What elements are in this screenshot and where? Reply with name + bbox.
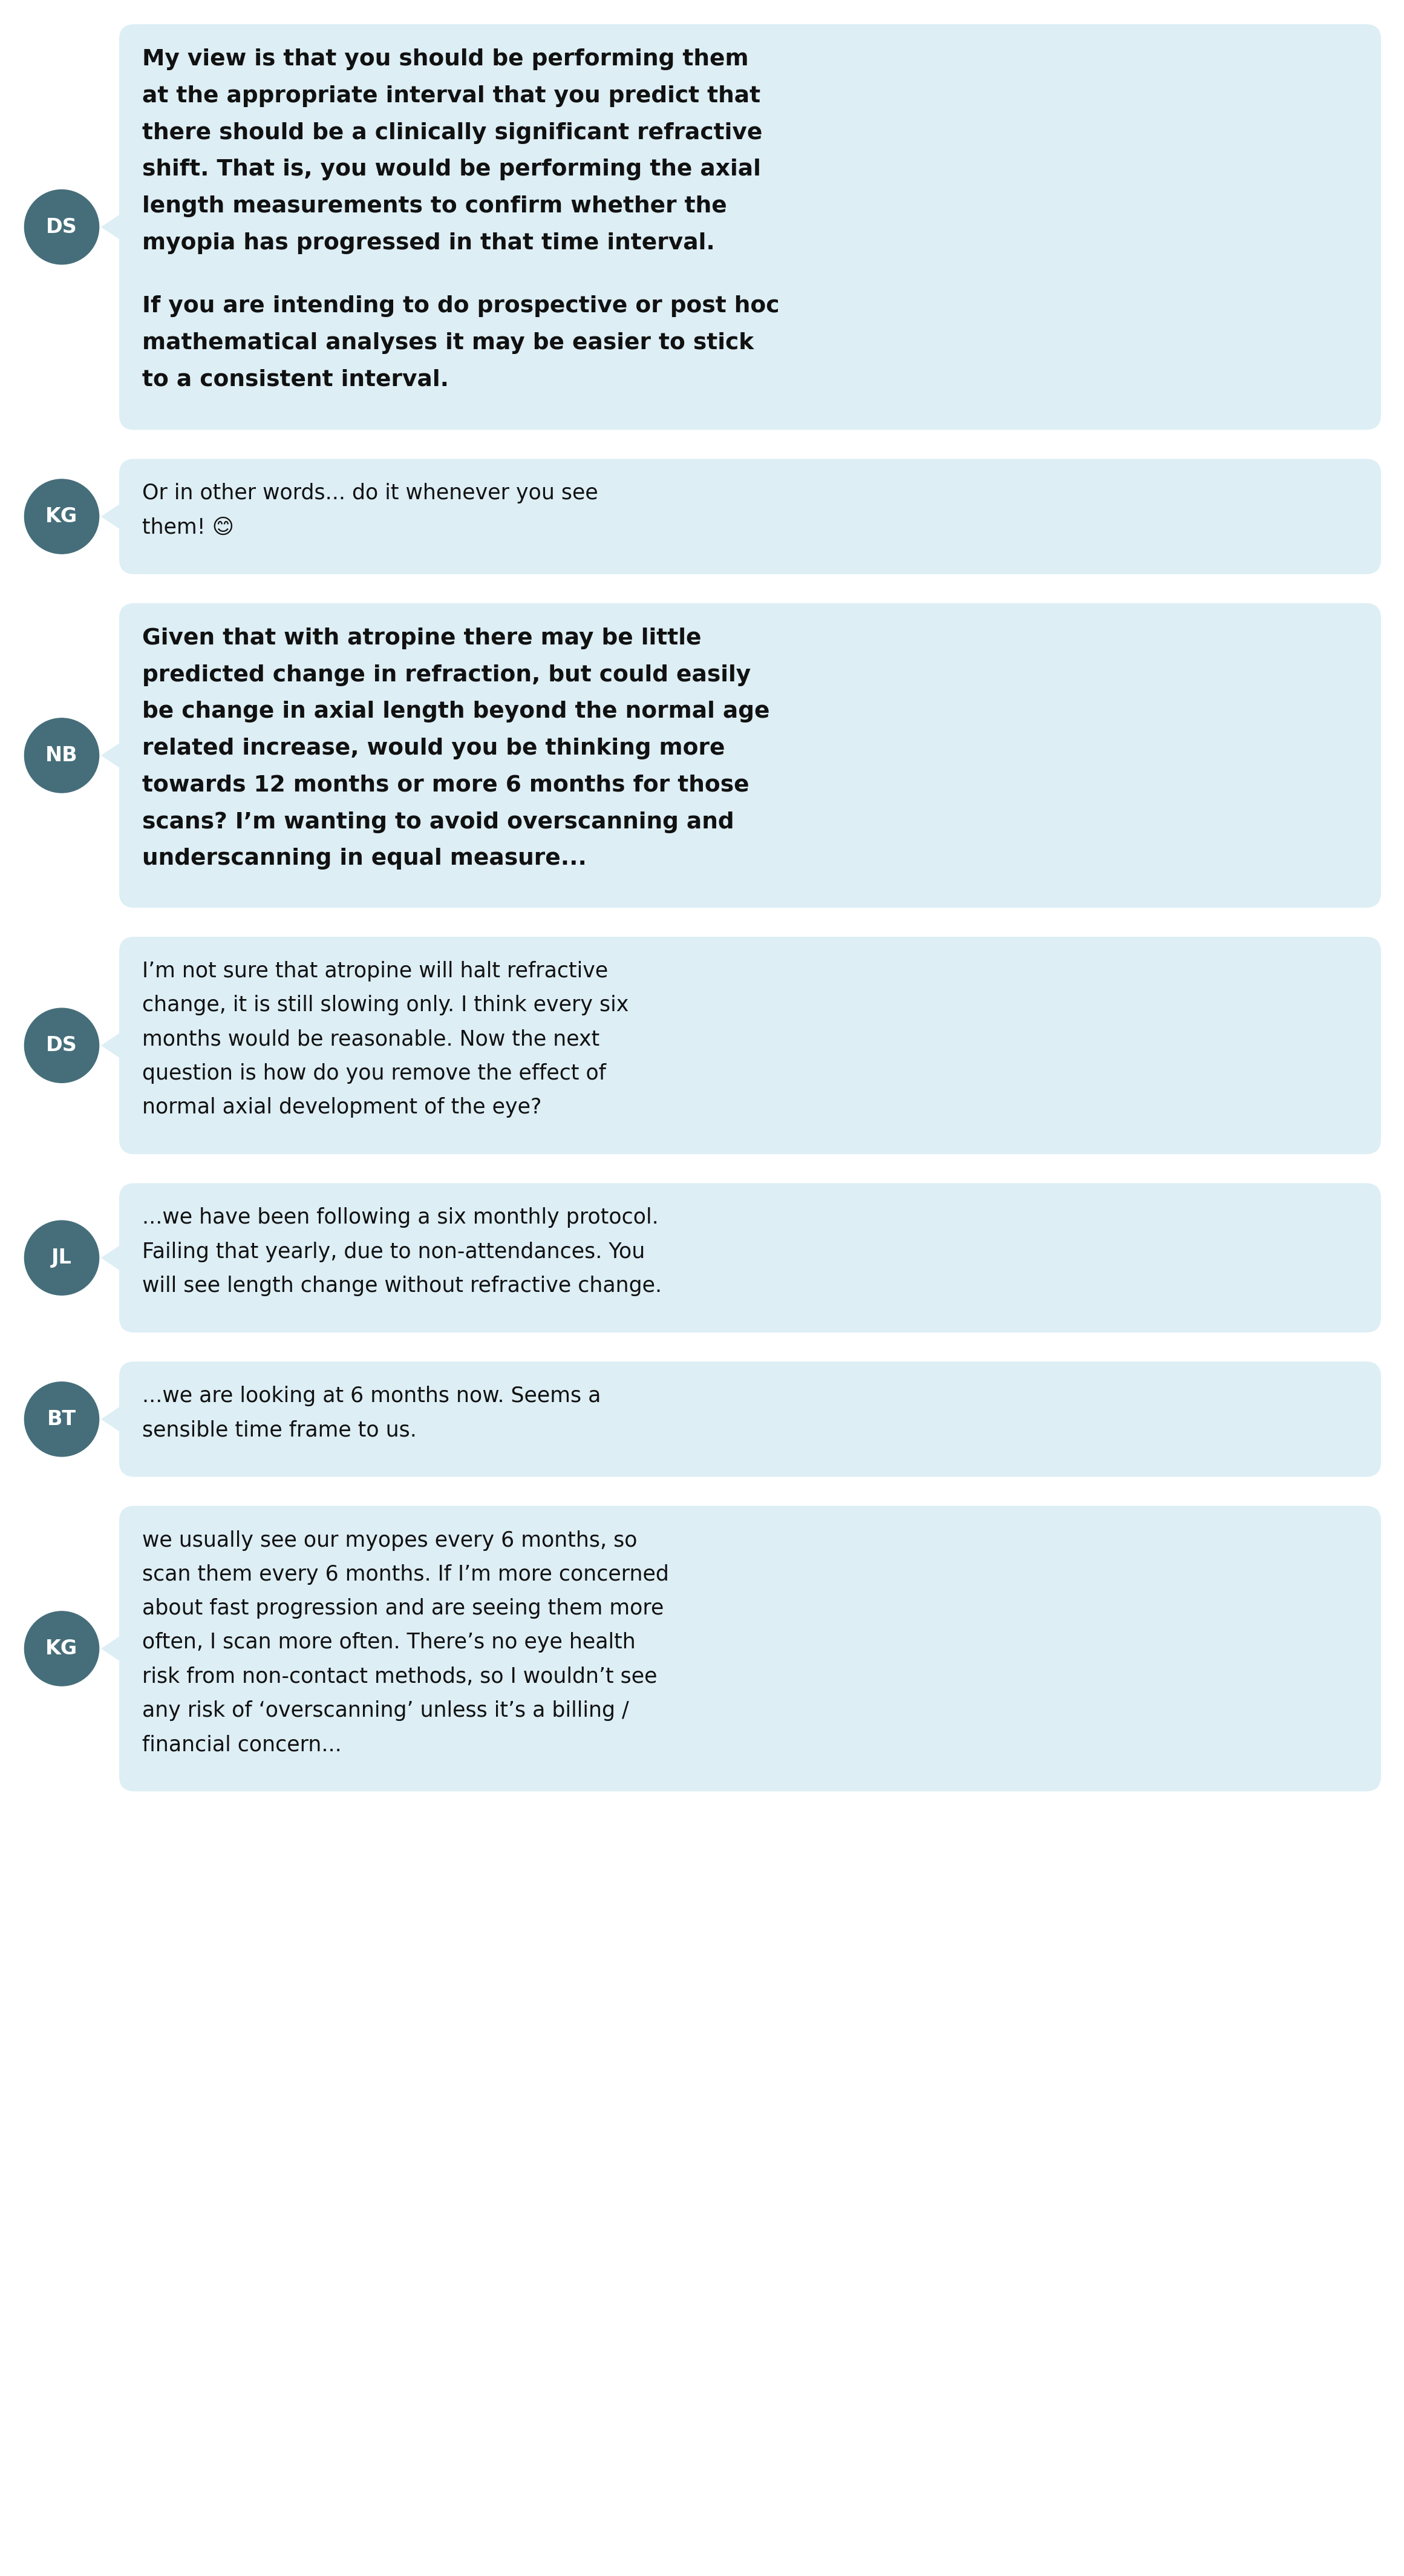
Circle shape xyxy=(24,1381,98,1455)
Text: KG: KG xyxy=(45,507,77,526)
Text: there should be a clinically significant refractive: there should be a clinically significant… xyxy=(142,121,762,144)
Text: financial concern...: financial concern... xyxy=(142,1734,341,1754)
Text: change, it is still slowing only. I think every six: change, it is still slowing only. I thin… xyxy=(142,994,629,1015)
Text: BT: BT xyxy=(48,1409,76,1430)
Text: sensible time frame to us.: sensible time frame to us. xyxy=(142,1419,417,1440)
Text: underscanning in equal measure...: underscanning in equal measure... xyxy=(142,848,587,871)
Text: ...we are looking at 6 months now. Seems a: ...we are looking at 6 months now. Seems… xyxy=(142,1386,601,1406)
Polygon shape xyxy=(101,1636,119,1662)
Text: If you are intending to do prospective or post hoc: If you are intending to do prospective o… xyxy=(142,296,779,317)
FancyBboxPatch shape xyxy=(119,23,1382,430)
FancyBboxPatch shape xyxy=(119,1182,1382,1332)
Text: I’m not sure that atropine will halt refractive: I’m not sure that atropine will halt ref… xyxy=(142,961,608,981)
FancyBboxPatch shape xyxy=(119,1507,1382,1790)
Circle shape xyxy=(24,719,98,793)
Polygon shape xyxy=(101,1033,119,1059)
Text: them! 😊: them! 😊 xyxy=(142,518,234,538)
Text: DS: DS xyxy=(46,1036,77,1056)
Circle shape xyxy=(24,479,98,554)
Polygon shape xyxy=(101,1247,119,1270)
Text: towards 12 months or more 6 months for those: towards 12 months or more 6 months for t… xyxy=(142,775,750,796)
Text: KG: KG xyxy=(45,1638,77,1659)
Polygon shape xyxy=(101,1406,119,1432)
Text: often, I scan more often. There’s no eye health: often, I scan more often. There’s no eye… xyxy=(142,1633,636,1654)
Text: any risk of ‘overscanning’ unless it’s a billing /: any risk of ‘overscanning’ unless it’s a… xyxy=(142,1700,629,1721)
Text: question is how do you remove the effect of: question is how do you remove the effect… xyxy=(142,1064,607,1084)
Text: Failing that yearly, due to non-attendances. You: Failing that yearly, due to non-attendan… xyxy=(142,1242,644,1262)
Text: normal axial development of the eye?: normal axial development of the eye? xyxy=(142,1097,542,1118)
Polygon shape xyxy=(101,744,119,768)
Circle shape xyxy=(24,1221,98,1296)
FancyBboxPatch shape xyxy=(119,603,1382,907)
Circle shape xyxy=(24,1007,98,1082)
Text: DS: DS xyxy=(46,216,77,237)
Text: scan them every 6 months. If I’m more concerned: scan them every 6 months. If I’m more co… xyxy=(142,1564,668,1584)
Text: scans? I’m wanting to avoid overscanning and: scans? I’m wanting to avoid overscanning… xyxy=(142,811,734,832)
Text: NB: NB xyxy=(45,744,77,765)
Text: risk from non-contact methods, so I wouldn’t see: risk from non-contact methods, so I woul… xyxy=(142,1667,657,1687)
FancyBboxPatch shape xyxy=(119,1363,1382,1476)
Text: will see length change without refractive change.: will see length change without refractiv… xyxy=(142,1275,661,1296)
Text: Given that with atropine there may be little: Given that with atropine there may be li… xyxy=(142,629,702,649)
Text: months would be reasonable. Now the next: months would be reasonable. Now the next xyxy=(142,1028,600,1048)
Text: at the appropriate interval that you predict that: at the appropriate interval that you pre… xyxy=(142,85,761,108)
Circle shape xyxy=(24,191,98,265)
Text: we usually see our myopes every 6 months, so: we usually see our myopes every 6 months… xyxy=(142,1530,637,1551)
FancyBboxPatch shape xyxy=(119,938,1382,1154)
FancyBboxPatch shape xyxy=(119,459,1382,574)
Circle shape xyxy=(24,1613,98,1685)
Text: JL: JL xyxy=(52,1247,72,1267)
Text: Or in other words... do it whenever you see: Or in other words... do it whenever you … xyxy=(142,484,598,505)
Text: be change in axial length beyond the normal age: be change in axial length beyond the nor… xyxy=(142,701,769,724)
Polygon shape xyxy=(101,214,119,240)
Text: to a consistent interval.: to a consistent interval. xyxy=(142,368,449,392)
Polygon shape xyxy=(101,505,119,528)
Text: related increase, would you be thinking more: related increase, would you be thinking … xyxy=(142,737,724,760)
Text: about fast progression and are seeing them more: about fast progression and are seeing th… xyxy=(142,1597,664,1618)
Text: shift. That is, you would be performing the axial: shift. That is, you would be performing … xyxy=(142,160,761,180)
Text: mathematical analyses it may be easier to stick: mathematical analyses it may be easier t… xyxy=(142,332,754,353)
Text: My view is that you should be performing them: My view is that you should be performing… xyxy=(142,49,748,70)
Text: myopia has progressed in that time interval.: myopia has progressed in that time inter… xyxy=(142,232,715,255)
Text: ...we have been following a six monthly protocol.: ...we have been following a six monthly … xyxy=(142,1208,658,1229)
Text: length measurements to confirm whether the: length measurements to confirm whether t… xyxy=(142,196,727,216)
Text: predicted change in refraction, but could easily: predicted change in refraction, but coul… xyxy=(142,665,751,685)
